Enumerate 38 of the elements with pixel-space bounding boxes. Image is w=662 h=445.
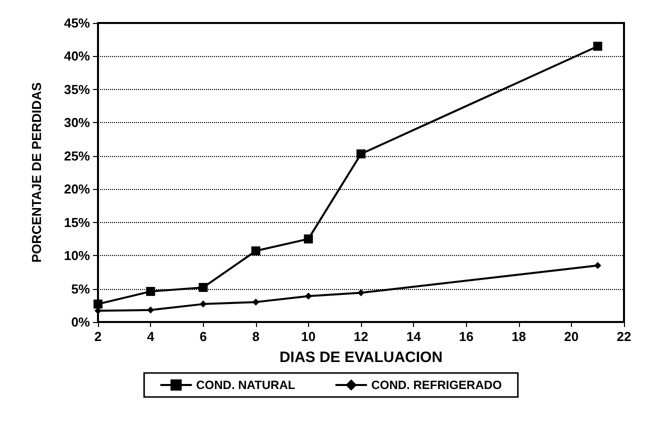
point (251, 246, 260, 256)
y-tick-label: 30% (64, 115, 90, 130)
point (94, 300, 102, 309)
x-tick-label: 20 (564, 329, 579, 344)
x-tick-label: 16 (458, 329, 474, 344)
x-tick-label: 4 (146, 329, 155, 344)
x-tick-label: 8 (252, 329, 260, 344)
point (594, 262, 602, 270)
point (356, 149, 366, 158)
y-tick-label: 10% (64, 248, 90, 264)
point (252, 298, 260, 306)
point (304, 234, 313, 244)
x-tick-label: 22 (616, 329, 632, 344)
point (146, 286, 156, 296)
point (304, 292, 312, 300)
x-tick-label: 2 (94, 329, 102, 344)
y-tick-label: 45% (64, 16, 90, 30)
x-tick-label: 12 (354, 329, 368, 344)
y-tick-label: 0% (71, 314, 90, 330)
y-tick-label: 20% (64, 182, 90, 197)
point (147, 306, 154, 314)
x-tick-label: 10 (301, 329, 316, 344)
point (593, 42, 602, 51)
x-tick-label: 18 (512, 329, 526, 344)
legend-label: COND. NATURAL (196, 378, 296, 392)
legend-label: COND. REFRIGERADO (371, 378, 502, 392)
y-tick-label: 25% (64, 148, 90, 164)
x-axis-title: DIAS DE EVALUACION (279, 349, 443, 366)
y-tick-label: 35% (64, 82, 90, 97)
point (200, 300, 207, 308)
point (198, 282, 208, 292)
x-tick-label: 6 (200, 329, 207, 344)
y-axis-title: PORCENTAJE DE PERDIDAS (29, 82, 44, 263)
x-tick-label: 14 (406, 329, 422, 344)
point (358, 289, 364, 296)
y-tick-label: 5% (71, 281, 90, 296)
y-tick-label: 15% (64, 214, 90, 230)
y-tick-label: 40% (64, 48, 90, 64)
